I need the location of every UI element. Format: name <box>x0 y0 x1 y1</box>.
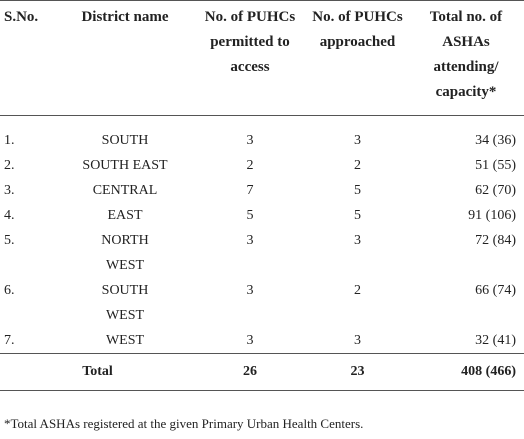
data-table: S.No. District name No. of PUHCs permitted… <box>0 0 524 391</box>
table-cell: 2. <box>4 158 15 173</box>
table-row: 1. SOUTH 3 3 34 (36) <box>0 116 524 154</box>
table-cell: 2 <box>246 158 254 173</box>
header-cell: Total no. of ASHAs attending/ capacity* <box>410 0 524 116</box>
table-row: 4. EAST 5 5 91 (106) <box>0 203 524 228</box>
table-cell: 5. <box>4 233 15 248</box>
district-name: CENTRAL <box>92 183 158 198</box>
total-cell: Total <box>0 353 195 391</box>
total-cell: 408 (466) <box>410 353 524 391</box>
district-name: SOUTH EAST <box>82 158 168 173</box>
district-name: SOUTH <box>101 133 149 148</box>
table-row: 7. WEST 3 3 32 (41) <box>0 328 524 354</box>
table-cell: 3 <box>354 333 361 348</box>
table-cell: 3. <box>4 183 15 198</box>
table-cell: SOUTH EAST <box>55 153 195 178</box>
table-cell: 32 (41) <box>475 333 516 348</box>
table-cell: 5 <box>246 208 254 223</box>
total-cell: 23 <box>305 353 410 391</box>
table-cell: 91 (106) <box>468 208 516 223</box>
total-cell: 26 <box>195 353 305 391</box>
table-cell: 51 (55) <box>475 158 516 173</box>
district-name: EAST <box>107 208 143 223</box>
header-cell: No. of PUHCs approached <box>305 0 410 116</box>
table-cell: NORTH WEST <box>55 228 195 278</box>
table-cell: WEST <box>55 328 195 354</box>
table-cell: 3 <box>246 283 254 298</box>
table-cell: 5 <box>354 208 361 223</box>
table-cell: 4. <box>4 208 15 223</box>
district-name: NORTH WEST <box>101 233 149 273</box>
total-row: Total 26 23 408 (466) <box>0 353 524 391</box>
table-cell: 66 (74) <box>475 283 516 298</box>
table-row: 2. SOUTH EAST 2 2 51 (55) <box>0 153 524 178</box>
header-cell: District name <box>55 0 195 116</box>
table-cell: CENTRAL <box>55 178 195 203</box>
table-row: 6. SOUTH WEST 3 2 66 (74) <box>0 278 524 328</box>
table-cell: 5 <box>354 183 361 198</box>
table-cell: 3 <box>246 133 254 148</box>
table-cell: SOUTH <box>55 116 195 154</box>
table-cell: 7 <box>246 183 254 198</box>
table-row: 3. CENTRAL 7 5 62 (70) <box>0 178 524 203</box>
table-cell: 7. <box>4 333 15 348</box>
table-cell: 2 <box>354 158 361 173</box>
table-cell: 72 (84) <box>475 233 516 248</box>
district-name: SOUTH WEST <box>101 283 149 323</box>
table-row: 5. NORTH WEST 3 3 72 (84) <box>0 228 524 278</box>
table-cell: 3 <box>246 233 254 248</box>
table-cell: 3 <box>354 133 361 148</box>
table-cell: 3 <box>246 333 254 348</box>
table-body: 1. SOUTH 3 3 34 (36) 2. SOUTH EAST 2 2 51 (55) 3. C… <box>0 116 524 391</box>
header-cell: No. of PUHCs permitted to access <box>195 0 305 116</box>
table-cell: 1. <box>4 133 15 148</box>
footnote: *Total ASHAs registered at the given Pri… <box>4 416 364 431</box>
table-cell: SOUTH WEST <box>55 278 195 328</box>
district-name: WEST <box>105 333 145 348</box>
header-cell: S.No. <box>0 0 55 116</box>
table-cell: 3 <box>354 233 361 248</box>
table-cell: 34 (36) <box>475 133 516 148</box>
table-cell: 6. <box>4 283 15 298</box>
table-cell: 62 (70) <box>475 183 516 198</box>
table-cell: 2 <box>354 283 361 298</box>
header-row: S.No. District name No. of PUHCs permitted… <box>0 0 524 116</box>
table-cell: EAST <box>55 203 195 228</box>
